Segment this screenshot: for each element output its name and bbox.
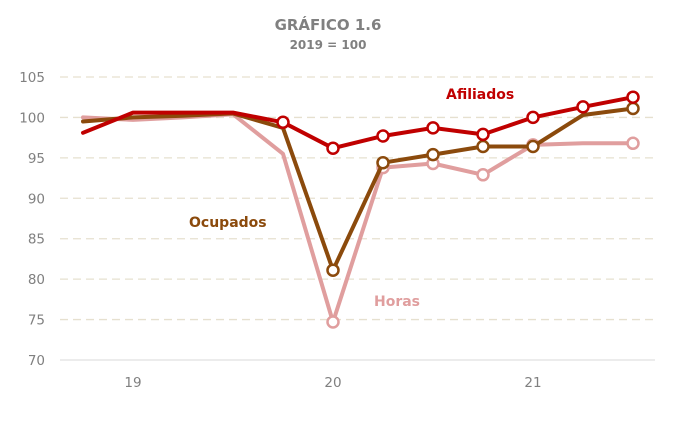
chart-title: GRÁFICO 1.6 [275, 15, 382, 34]
x-axis-tick-labels: 19 20 21 [124, 375, 541, 391]
y-tick-label: 85 [28, 232, 45, 248]
series-label-ocupados: Ocupados [189, 215, 267, 231]
x-tick-label: 21 [524, 375, 541, 391]
y-axis-tick-labels: 70 75 80 85 90 95 100 105 [19, 70, 45, 369]
y-tick-label: 80 [28, 272, 45, 288]
data-point-afiliados [326, 141, 340, 155]
x-tick-label: 19 [124, 375, 141, 391]
series-line-afiliados [81, 95, 635, 151]
data-point-afiliados [376, 129, 390, 143]
y-tick-label: 100 [19, 110, 45, 126]
data-point-ocupados [376, 155, 390, 170]
gridlines [60, 76, 655, 321]
y-tick-label: 105 [19, 70, 45, 86]
series-group [81, 90, 640, 329]
data-point-horas [626, 136, 640, 151]
data-point-afiliados [526, 110, 540, 125]
data-point-afiliados [426, 121, 440, 135]
data-point-ocupados [426, 147, 440, 162]
chart-subtitle: 2019 = 100 [290, 38, 367, 52]
x-tick-label: 20 [324, 375, 341, 391]
y-tick-label: 70 [28, 353, 45, 369]
data-point-ocupados [476, 139, 490, 154]
data-point-afiliados [476, 127, 490, 142]
data-point-horas [476, 168, 490, 182]
series-label-afiliados: Afiliados [446, 87, 514, 103]
data-point-ocupados [326, 263, 340, 277]
data-point-ocupados [626, 101, 640, 116]
data-point-afiliados [626, 90, 640, 104]
series-line-ocupados [81, 106, 635, 273]
data-point-afiliados [276, 115, 290, 130]
data-point-horas [326, 315, 340, 329]
y-tick-label: 95 [28, 151, 45, 167]
y-tick-label: 90 [28, 191, 45, 207]
y-tick-label: 75 [28, 313, 45, 329]
data-point-ocupados [526, 139, 540, 154]
series-label-horas: Horas [374, 294, 420, 310]
data-point-afiliados [576, 100, 590, 114]
